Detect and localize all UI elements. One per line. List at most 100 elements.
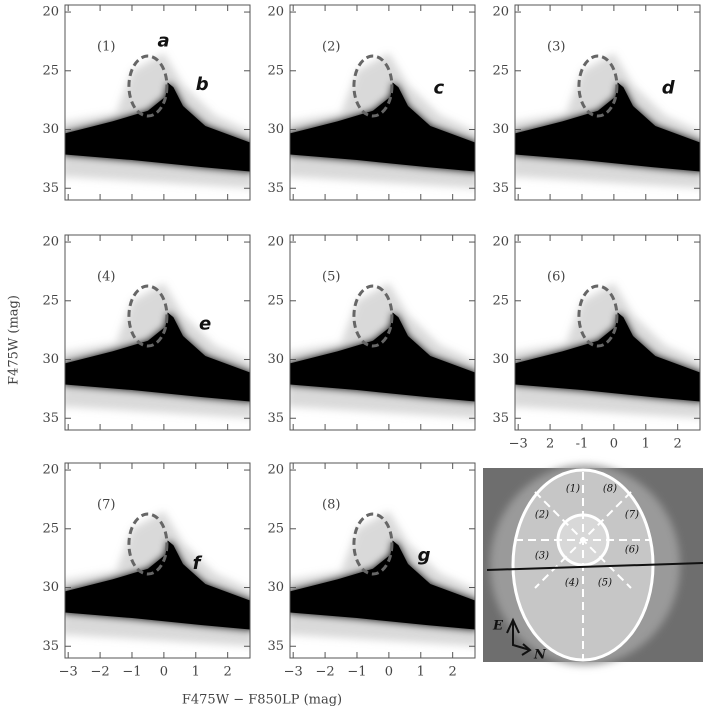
y-tick-label: 20 [267, 463, 284, 478]
annotation: c [434, 77, 445, 98]
compass-label: N [533, 648, 547, 663]
panel-label: (2) [322, 40, 340, 55]
cmd-panel: 20 25 30 35 (1) a b [42, 4, 251, 201]
region-label: (5) [598, 578, 612, 589]
frame [64, 4, 251, 201]
compass-label: E [492, 619, 504, 634]
y-tick-label: 25 [492, 63, 509, 78]
y-tick-label: 25 [42, 63, 59, 78]
frame [289, 234, 476, 431]
rc-ellipse [352, 54, 394, 118]
x-tick-label: −2 [316, 665, 335, 680]
y-tick-label: 35 [267, 411, 284, 426]
panel-label: (3) [547, 40, 565, 55]
y-tick-label: 35 [267, 181, 284, 196]
y-tick-label: 30 [42, 352, 59, 367]
y-tick-label: 20 [492, 5, 509, 20]
plot-area [515, 283, 700, 419]
y-tick-label: 35 [42, 639, 59, 654]
y-tick-label: 30 [42, 122, 59, 137]
y-tick-label: 25 [267, 63, 284, 78]
y-tick-label: 25 [267, 521, 284, 536]
cmd-panel: 20 25 30 35 (5) [267, 234, 476, 431]
x-tick-label: 0 [385, 665, 393, 680]
x-tick-label: 2 [449, 665, 457, 680]
frame [514, 4, 701, 201]
cmd-panel: 20 25 30 35−3 −2 −1 0 1 2 (8) g [267, 462, 476, 680]
y-tick-label: 30 [267, 352, 284, 367]
y-tick-label: 30 [267, 122, 284, 137]
frame [64, 462, 251, 659]
region-label: (3) [535, 551, 549, 562]
cmd-panel: 20 25 30 35 (2) c [267, 4, 476, 201]
plot-area [290, 511, 475, 647]
y-tick-label: 30 [267, 580, 284, 595]
star-core [290, 540, 475, 630]
y-tick-label: 35 [42, 411, 59, 426]
annotation: f [193, 553, 203, 574]
region-label: (1) [566, 484, 580, 495]
rc-ellipse [127, 54, 169, 118]
panel-label: (8) [322, 498, 340, 513]
x-tick-label: 0 [610, 437, 618, 452]
plot-area [290, 283, 475, 419]
annotation: a [158, 30, 170, 51]
plot-area [515, 53, 700, 189]
frame [289, 462, 476, 659]
y-tick-label: 20 [492, 235, 509, 250]
x-tick-label: −2 [91, 665, 110, 680]
y-tick-label: 35 [267, 639, 284, 654]
rc-ellipse [127, 512, 169, 576]
rc-ellipse [577, 54, 619, 118]
annotation: d [662, 77, 676, 98]
x-tick-label: 1 [642, 437, 650, 452]
x-tick-label: 0 [160, 665, 168, 680]
frame [514, 234, 701, 431]
annotation: b [196, 74, 209, 95]
plot-area [65, 511, 250, 647]
frame [289, 4, 476, 201]
cmd-panel: 20 25 30 35 (3) d [492, 4, 701, 201]
y-tick-label: 20 [42, 5, 59, 20]
x-tick-label: −3 [284, 665, 303, 680]
region-label: (2) [535, 510, 549, 521]
y-tick-label: 30 [492, 122, 509, 137]
star-core [65, 540, 250, 630]
x-tick-label: 1 [417, 665, 425, 680]
panel-label: (6) [547, 270, 565, 285]
panel-label: (5) [322, 270, 340, 285]
x-tick-label: 1 [192, 665, 200, 680]
y-tick-label: 35 [492, 181, 509, 196]
compass-arrows [506, 617, 532, 656]
x-tick-label: −3 [509, 437, 528, 452]
star-core [290, 312, 475, 402]
cmd-panel: 20 25 30 35−3 2 -1 0 1 2 (6) [492, 234, 701, 452]
x-tick-label: 2 [224, 665, 232, 680]
y-tick-label: 30 [42, 580, 59, 595]
panel-label: (4) [97, 270, 115, 285]
y-axis-label: F475W (mag) [7, 295, 22, 385]
star-core [515, 82, 700, 172]
region-label: (6) [625, 545, 639, 556]
cmd-panel: 20 25 30 35 (4) e [42, 234, 251, 431]
y-tick-label: 25 [42, 293, 59, 308]
region-label: (7) [625, 510, 639, 521]
star-core [290, 82, 475, 172]
plot-area [65, 53, 250, 189]
y-tick-label: 35 [492, 411, 509, 426]
cmd-panel: 20 25 30 35−3 −2 −1 0 1 2 (7) f [42, 462, 251, 680]
x-tick-label: −1 [347, 665, 366, 680]
rc-ellipse [352, 512, 394, 576]
y-tick-label: 20 [42, 463, 59, 478]
plot-area [290, 53, 475, 189]
star-core [65, 312, 250, 402]
x-tick-label: 2 [546, 437, 554, 452]
star-core [515, 312, 700, 402]
frame [64, 234, 251, 431]
star-core [65, 82, 250, 172]
y-tick-label: 25 [267, 293, 284, 308]
y-tick-label: 25 [492, 293, 509, 308]
panel-label: (7) [97, 498, 115, 513]
x-tick-label: 2 [674, 437, 682, 452]
